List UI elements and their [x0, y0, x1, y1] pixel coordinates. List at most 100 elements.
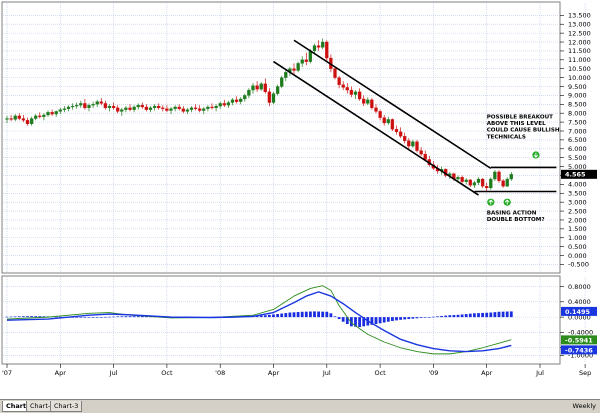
annotation-line: TECHNICALS [487, 134, 526, 140]
histogram-bar [116, 316, 120, 318]
candle-body [292, 68, 296, 71]
histogram-bar [112, 316, 115, 318]
time-tick-label: Sep [579, 369, 591, 377]
candle-body [173, 106, 177, 109]
histogram-bar [304, 311, 308, 318]
arrow-glyph [504, 199, 510, 205]
candle-body [206, 106, 210, 109]
candle-body [337, 77, 341, 85]
price-tick-label: 10.000 [568, 74, 591, 82]
candle-body [312, 45, 317, 52]
candle-body [62, 108, 67, 110]
candle-body [382, 117, 386, 124]
histogram-bar [333, 316, 337, 318]
histogram-bar [108, 316, 111, 318]
histogram-bar [83, 317, 87, 318]
arrow-glyph [533, 152, 539, 158]
time-tick-label: '07 [2, 369, 12, 377]
macd-panel[interactable] [1, 275, 561, 365]
candle-body [485, 186, 489, 189]
price-tick-label: 7.000 [568, 127, 587, 135]
time-tick-label: '09 [428, 369, 438, 377]
candle-body [111, 105, 116, 109]
macd-tick-label: -1.0000 [568, 352, 593, 360]
candle-body [70, 105, 75, 108]
candle-body [403, 136, 407, 141]
candle-body [415, 141, 419, 151]
candle-body [66, 106, 71, 109]
histogram-bar [5, 316, 9, 318]
candle-body [280, 77, 284, 87]
histogram-bar [288, 312, 292, 318]
histogram-bar [300, 311, 304, 318]
histogram-bar [509, 311, 513, 318]
candles [5, 38, 513, 192]
macd-value-tag-label: -0.7436 [565, 346, 593, 354]
candle-body [226, 102, 231, 106]
chart-tab-bar: Chart-1 Chart-2 Chart-3 Weekly [0, 399, 600, 413]
price-panel[interactable] [1, 1, 561, 274]
price-tick-label: 2.000 [568, 216, 587, 224]
time-axis: '07 Apr Jul Oct '08 Apr Jul Oct '09 Apr Jul Sep [2, 364, 591, 377]
time-tick-label: Apr [268, 369, 280, 377]
histogram-bar [464, 314, 468, 318]
candle-body [271, 93, 276, 103]
timeframe-label[interactable]: Weekly [572, 402, 596, 410]
candle-body [386, 119, 390, 124]
candle-body [13, 115, 17, 120]
candle-body [124, 107, 128, 110]
candle-body [103, 103, 108, 109]
candle-body [132, 106, 136, 110]
histogram-bar [374, 317, 378, 325]
candle-body [34, 115, 38, 119]
histogram-bar [284, 313, 288, 318]
price-tick-label: 13.000 [568, 21, 591, 29]
macd-tick-label: 0.0000 [568, 313, 591, 321]
candle-body [321, 41, 325, 48]
histogram-bar [263, 315, 267, 318]
histogram-bar [436, 316, 439, 318]
histogram-bar [444, 315, 448, 318]
price-tick-label: 0.500 [568, 243, 587, 251]
histogram-bar [259, 315, 263, 318]
histogram-bar [473, 313, 476, 318]
candle-body [255, 85, 259, 90]
candle-body [353, 91, 358, 95]
chart-canvas[interactable]: 13.50013.00012.50012.00011.50011.00010.5… [0, 0, 600, 399]
tab-chart-3[interactable]: Chart-3 [50, 401, 83, 412]
candle-body [259, 83, 263, 90]
annotation-line: COULD CAUSE BULLISH [487, 128, 560, 134]
histogram-bar [505, 311, 509, 318]
histogram-bar [493, 312, 497, 318]
time-tick-label: Jul [535, 369, 544, 377]
histogram-bar [378, 317, 382, 324]
histogram-bar [17, 316, 21, 318]
price-tick-label: 7.500 [568, 118, 587, 126]
candle-body [91, 104, 95, 106]
candle-body [222, 103, 226, 106]
candle-body [345, 87, 349, 91]
histogram-bar [448, 315, 452, 318]
macd-lines [6, 285, 512, 355]
histogram-bar [9, 316, 13, 318]
histogram-bar [255, 315, 259, 318]
price-tick-label: 8.000 [568, 110, 587, 118]
candle-body [411, 141, 415, 147]
histogram-bar [391, 317, 394, 321]
candle-body [5, 118, 9, 120]
histogram-bar [42, 316, 46, 318]
histogram-bar [75, 317, 79, 318]
candle-body [423, 153, 427, 160]
candle-body [161, 107, 165, 109]
histogram-bar [272, 314, 275, 318]
price-tick-label: 2.500 [568, 207, 587, 215]
histogram-bar [54, 316, 58, 318]
candle-body [198, 108, 202, 111]
macd-value-tag-box [561, 345, 597, 355]
annotation-line: DOUBLE BOTTOM? [487, 217, 545, 223]
histogram-bar [329, 313, 333, 318]
histogram-bar [403, 317, 407, 320]
candle-body [284, 72, 288, 78]
candle-body [29, 118, 34, 125]
candle-body [407, 140, 411, 147]
